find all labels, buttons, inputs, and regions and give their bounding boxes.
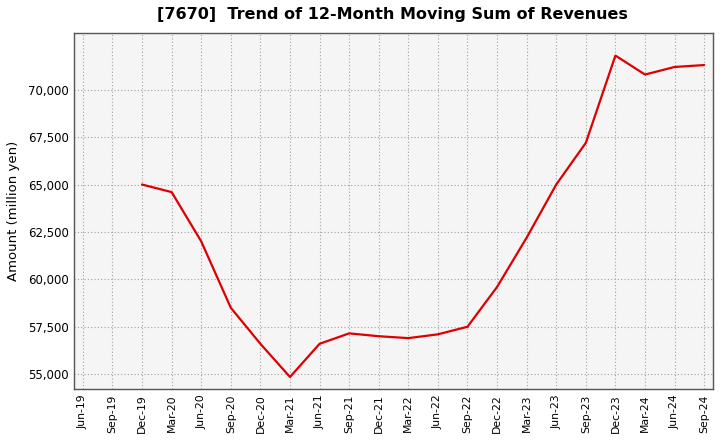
Y-axis label: Amount (million yen): Amount (million yen) bbox=[7, 141, 20, 281]
Text: [7670]  Trend of 12-Month Moving Sum of Revenues: [7670] Trend of 12-Month Moving Sum of R… bbox=[157, 7, 628, 22]
